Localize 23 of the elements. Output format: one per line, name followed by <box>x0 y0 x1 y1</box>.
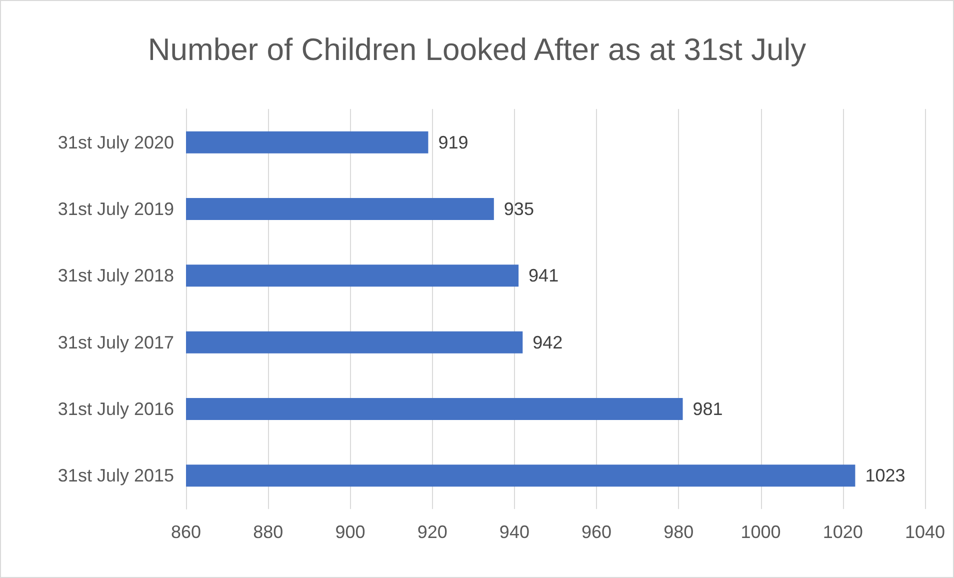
x-tick-label: 900 <box>335 522 366 542</box>
x-tick-label: 920 <box>417 522 448 542</box>
y-tick-label: 31st July 2016 <box>58 399 174 419</box>
y-tick-label: 31st July 2020 <box>58 132 174 152</box>
data-label: 981 <box>692 399 723 419</box>
y-tick-label: 31st July 2017 <box>58 332 174 352</box>
x-tick-label: 1000 <box>740 522 781 542</box>
data-label: 1023 <box>865 466 906 486</box>
x-tick-label: 1040 <box>904 522 946 542</box>
y-tick-label: 31st July 2018 <box>58 266 174 286</box>
data-label: 919 <box>438 132 468 152</box>
y-tick-label: 31st July 2015 <box>58 466 174 486</box>
chart-title: Number of Children Looked After as at 31st July <box>148 32 807 67</box>
x-tick-label: 980 <box>664 522 694 542</box>
x-tick-label: 960 <box>582 522 612 542</box>
data-label: 935 <box>504 199 534 219</box>
x-tick-label: 880 <box>253 522 284 542</box>
data-label: 942 <box>532 332 563 352</box>
x-tick-label: 860 <box>170 522 202 542</box>
data-label: 941 <box>528 266 559 286</box>
x-tick-label: 1020 <box>822 522 863 542</box>
y-tick-label: 31st July 2019 <box>58 199 174 219</box>
x-tick-label: 940 <box>499 522 530 542</box>
